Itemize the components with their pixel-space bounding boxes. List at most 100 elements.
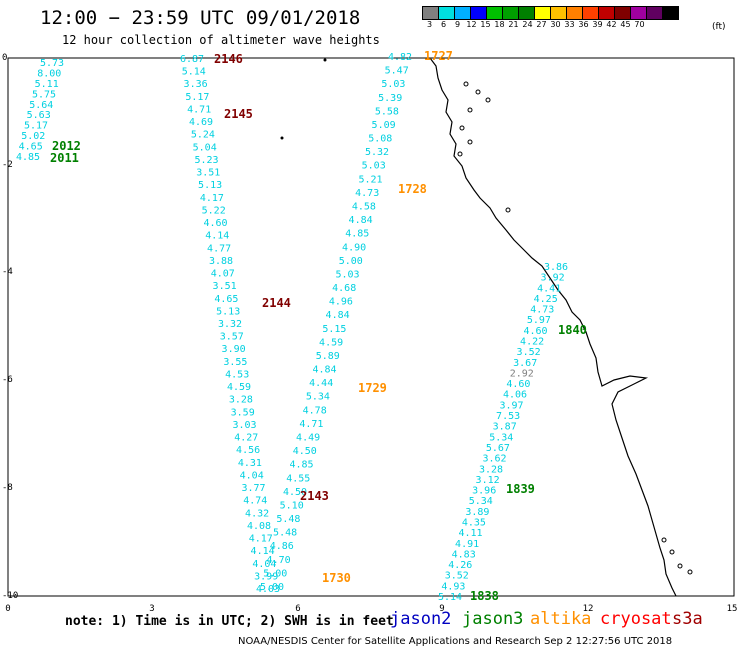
altimeter-tracks: 5.738.005.115.755.645.635.175.024.654.85… [16,52,568,603]
legend-label: 45 [620,20,631,29]
wave-height-value: 5.24 [191,130,215,141]
island-dot [280,136,284,140]
wave-height-value: 3.03 [232,420,256,431]
wave-height-value: 4.58 [352,202,376,213]
legend-label: 6 [440,20,447,29]
wave-height-value: 5.58 [375,106,399,117]
wave-height-value: 3.57 [220,332,244,343]
wave-height-value: 5.64 [29,100,53,111]
wave-height-value: 4.93 [441,581,465,592]
pass-time-label: 1840 [558,323,587,337]
satellite-jason2: jason2 [390,609,452,629]
wave-height-value: 5.97 [527,315,551,326]
wave-height-value: 4.14 [251,546,275,557]
wave-height-value: 5.17 [185,92,209,103]
wave-height-value: 4.59 [227,382,251,393]
legend-label: 24 [522,20,533,29]
wave-height-value: 3.90 [222,344,246,355]
wave-height-value: 4.32 [245,508,269,519]
wave-height-value: 5.89 [316,351,340,362]
wave-height-value: 5.08 [368,134,392,145]
x-tick-label: 12 [583,604,594,614]
wave-height-value: 4.44 [309,378,333,389]
x-tick-label: 9 [439,604,444,614]
legend-units: (ft) [712,22,726,32]
wave-height-value: 5.39 [378,93,402,104]
wave-height-value: 3.99 [254,571,278,582]
wave-height-value: 4.06 [503,390,527,401]
wave-height-value: 3.52 [445,571,469,582]
y-tick-label: 0 [2,53,7,63]
color-legend: 3 6 9 12 15 18 21 24 27 30 33 36 39 42 45 70 [422,6,679,29]
wave-height-value: 4.78 [303,405,327,416]
legend-label: 15 [480,20,491,29]
wave-height-value: 4.31 [238,458,262,469]
wave-height-value: 8.00 [37,68,61,79]
wave-height-value: 3.89 [465,507,489,518]
legend-label: 33 [564,20,575,29]
y-axis-labels: 0 -2 -4 -6 -8 -10 [2,53,18,601]
pass-time-label: 1727 [424,49,453,63]
y-tick-label: -2 [2,160,13,170]
pass-time-label: 2146 [214,52,243,66]
wave-height-value: 5.09 [372,120,396,131]
map-footer: NOAA/NESDIS Center for Satellite Applica… [238,636,673,647]
wave-height-value: 4.91 [455,539,479,550]
wave-height-value: 4.65 [214,294,238,305]
wave-height-value: 3.52 [517,347,541,358]
pass-time-label: 1729 [358,381,387,395]
wave-height-value: 4.68 [332,283,356,294]
pass-time-label: 2144 [262,296,291,310]
satellite-jason3: jason3 [462,609,524,629]
wave-height-value: 5.03 [381,79,405,90]
pass-time-label: 2143 [300,489,329,503]
wave-height-value: 4.70 [267,555,291,566]
wave-height-value: 5.73 [40,58,64,69]
pass-time-label: 1838 [470,589,499,603]
wave-height-value: 2.92 [510,369,534,380]
wave-height-value: 5.21 [358,174,382,185]
wave-height-value: 3.12 [476,475,500,486]
legend-label: 12 [466,20,477,29]
y-tick-label: -6 [2,375,13,385]
wave-height-value: 4.73 [530,305,554,316]
wave-height-value: 5.23 [194,155,218,166]
wave-height-value: 5.02 [21,131,45,142]
wave-height-value: 5.67 [486,443,510,454]
wave-height-value: 4.71 [299,419,323,430]
legend-label: 39 [592,20,603,29]
wave-height-value: 4.08 [247,521,271,532]
wave-height-value: 5.34 [469,496,493,507]
satellite-s3a: s3a [672,609,703,629]
wave-height-value: 4.84 [326,310,350,321]
wave-height-value: 5.75 [32,89,56,100]
wave-height-value: 4.84 [312,365,336,376]
wave-height-value: 3.62 [482,454,506,465]
color-legend-labels: 3 6 9 12 15 18 21 24 27 30 33 36 39 42 45 70 [422,20,678,29]
wave-height-value: 5.63 [27,110,51,121]
wave-height-value: 4.77 [207,243,231,254]
wave-height-value: 3.59 [231,407,255,418]
wave-height-value: 4.73 [355,188,379,199]
wave-height-value: 4.50 [283,487,307,498]
coastline [429,57,677,597]
wave-height-value: 3.97 [499,400,523,411]
wave-height-value: 3.92 [541,273,565,284]
x-axis-labels: 0 3 6 9 12 15 [5,604,737,614]
map-title: 12:00 − 23:59 UTC 09/01/2018 [40,7,361,29]
wave-height-value: 5.03 [335,269,359,280]
wave-height-value: 4.17 [249,534,273,545]
wave-height-value: 5.11 [35,79,59,90]
wave-height-value: 5.03 [362,161,386,172]
wave-height-value: 4.60 [523,326,547,337]
satellite-cryosat: cryosat [600,609,672,629]
wave-height-value: 5.17 [24,121,48,132]
wave-height-value: 4.60 [506,379,530,390]
wave-height-value: 3.96 [472,486,496,497]
pass-time-label: 1728 [398,182,427,196]
wave-height-value: 4.74 [243,496,267,507]
wave-height-value: 4.03 [256,584,280,595]
wave-height-value: 5.34 [306,392,330,403]
wave-height-value: 4.69 [189,117,213,128]
